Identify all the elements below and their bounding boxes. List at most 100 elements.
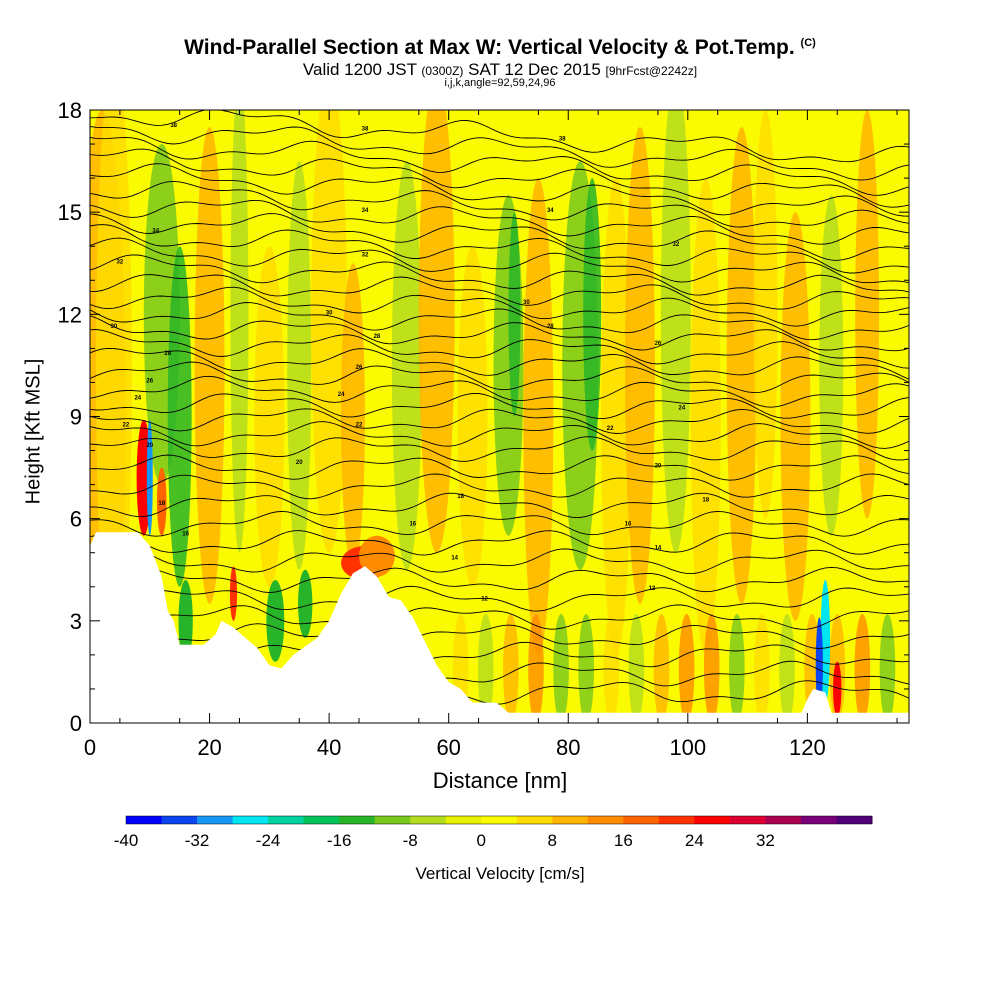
- low-level-stripe: [628, 614, 645, 723]
- theta-contour: [90, 137, 909, 196]
- theta-contour: [90, 315, 909, 352]
- contour-label: 24: [338, 392, 345, 398]
- colorbar-tick-label: 8: [548, 831, 557, 850]
- x-tick-label: 80: [556, 735, 580, 760]
- contour-label: 30: [111, 324, 118, 330]
- colorbar-swatch: [232, 816, 269, 824]
- contour-label: 22: [356, 423, 363, 429]
- colorbar-tick-label: -8: [403, 831, 418, 850]
- contour-label: 12: [481, 596, 488, 602]
- theta-contour: [90, 393, 909, 420]
- velocity-core: [229, 566, 238, 621]
- contour-label: 28: [374, 334, 381, 340]
- theta-contour: [90, 421, 909, 449]
- colorbar-tick-label: 16: [614, 831, 633, 850]
- contour-label: 32: [673, 242, 680, 248]
- low-level-stripe: [553, 614, 569, 723]
- contour-label: 28: [164, 351, 171, 357]
- colorbar-swatch: [445, 816, 482, 824]
- velocity-band: [287, 161, 312, 570]
- velocity-band: [780, 212, 811, 621]
- theta-contour: [90, 566, 909, 594]
- velocity-band: [194, 127, 225, 604]
- y-tick-label: 3: [70, 609, 82, 634]
- contour-label: 34: [547, 208, 554, 214]
- theta-contour: [90, 604, 909, 631]
- colorbar-swatch: [161, 816, 198, 824]
- low-level-stripe: [503, 614, 519, 723]
- y-tick-label: 15: [58, 200, 82, 225]
- theta-contour: [90, 110, 909, 163]
- low-level-stripe: [678, 614, 695, 723]
- contour-label: 18: [158, 501, 165, 507]
- low-level-stripe: [528, 614, 544, 723]
- colorbar-tick-label: 0: [477, 831, 486, 850]
- low-level-stripe: [779, 614, 795, 723]
- contour-label: 20: [655, 464, 662, 470]
- y-tick-label: 6: [70, 507, 82, 532]
- velocity-core: [156, 467, 167, 536]
- colorbar-tick-label: -24: [256, 831, 281, 850]
- y-tick-label: 18: [58, 98, 82, 123]
- contour-labels: 38 38 38 34 34 34 32 32 32 30 30 30 28 28 28 26 26 26 24 24…: [111, 123, 710, 602]
- x-tick-label: 20: [197, 735, 221, 760]
- contour-label: 20: [296, 460, 303, 466]
- low-level-stripe: [729, 614, 745, 723]
- contour-label: 16: [182, 532, 189, 538]
- low-level-stripe: [754, 614, 770, 723]
- colorbar-label: Vertical Velocity [cm/s]: [415, 864, 585, 883]
- x-tick-label: 60: [436, 735, 460, 760]
- low-level-stripe: [879, 614, 896, 723]
- contour-label: 34: [362, 208, 369, 214]
- colorbar-swatch: [268, 816, 305, 824]
- theta-contour: [90, 163, 909, 217]
- contour-label: 24: [134, 395, 141, 401]
- colorbar-swatch: [800, 816, 837, 824]
- colorbar-swatch: [552, 816, 589, 824]
- colorbar-swatch: [197, 816, 234, 824]
- colorbar-swatch: [836, 816, 873, 824]
- chart-indices: i,j,k,angle=92,59,24,96: [444, 77, 556, 89]
- colorbar-swatch: [729, 816, 766, 824]
- forecast-label: [9hrFcst@2242z]: [605, 64, 698, 78]
- contour-label: 22: [607, 426, 614, 432]
- colorbar-swatch: [658, 816, 695, 824]
- theta-contour: [90, 224, 909, 274]
- velocity-band: [254, 246, 285, 587]
- contour-label: 12: [649, 586, 656, 592]
- velocity-band: [230, 110, 249, 553]
- low-level-stripe: [653, 614, 670, 723]
- colorbar-swatch: [303, 816, 340, 824]
- velocity-band: [625, 127, 655, 604]
- velocity-band: [583, 178, 602, 451]
- low-level-stripe: [477, 614, 494, 723]
- velocity-core: [178, 579, 193, 662]
- contour-label: 38: [362, 126, 369, 132]
- theta-contour: [90, 492, 909, 519]
- contour-label: 32: [117, 259, 124, 265]
- theta-contour: [90, 585, 909, 612]
- theta-contour: [90, 180, 909, 228]
- velocity-band: [523, 178, 554, 655]
- theta-contour: [90, 274, 909, 310]
- velocity-band: [508, 212, 521, 417]
- theta-contour: [90, 510, 909, 537]
- theta-contour: [90, 408, 909, 434]
- theta-contour: [90, 454, 909, 481]
- colorbar: -40 -32 -24 -16 -8 0 8 16 24 32: [114, 815, 873, 850]
- colorbar-swatch: [587, 816, 624, 824]
- y-tick-label: 0: [70, 711, 82, 736]
- contour-label: 26: [356, 365, 363, 371]
- valid-date: SAT 12 Dec 2015: [468, 60, 601, 79]
- theta-contour: [90, 126, 909, 181]
- theta-contour: [90, 199, 909, 245]
- copyright-mark: (C): [800, 37, 816, 49]
- low-level-stripe: [703, 614, 720, 723]
- velocity-core: [833, 661, 842, 717]
- contour-label: 16: [625, 521, 632, 527]
- y-axis-label: Height [Kft MSL]: [22, 358, 45, 505]
- colorbar-swatch: [339, 816, 376, 824]
- colorbar-swatch: [126, 816, 163, 824]
- colorbar-swatch: [410, 816, 447, 824]
